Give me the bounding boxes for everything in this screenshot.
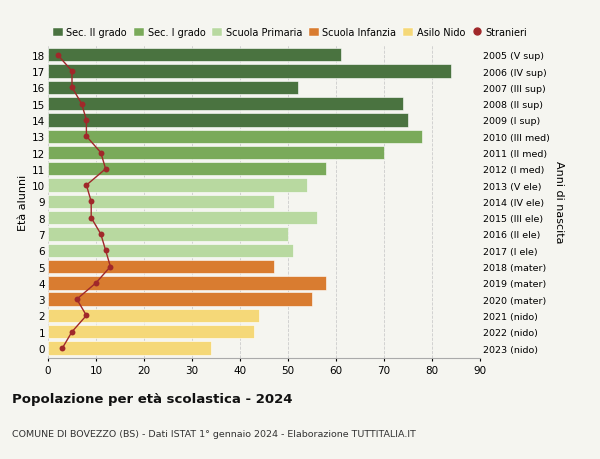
Bar (48, 293, 312, 306)
Point (106, 263, 115, 271)
Point (96, 231, 106, 238)
Point (67, 68, 77, 76)
Bar (48, 277, 326, 290)
Bar (48, 179, 307, 192)
Point (72, 296, 82, 303)
Bar (48, 98, 403, 111)
Point (82, 117, 91, 124)
Bar (48, 309, 259, 322)
Bar (48, 260, 274, 274)
Y-axis label: Anni di nascita: Anni di nascita (554, 161, 563, 243)
Bar (48, 228, 288, 241)
Bar (48, 146, 384, 160)
Point (86, 198, 96, 206)
Bar (48, 49, 341, 62)
Bar (48, 163, 326, 176)
Bar (48, 244, 293, 257)
Bar (48, 82, 298, 95)
Point (86, 214, 96, 222)
Point (91, 280, 101, 287)
Point (58, 345, 67, 352)
Point (82, 133, 91, 140)
Legend: Sec. II grado, Sec. I grado, Scuola Primaria, Scuola Infanzia, Asilo Nido, Stran: Sec. II grado, Sec. I grado, Scuola Prim… (53, 28, 527, 38)
Point (67, 84, 77, 92)
Point (101, 247, 110, 254)
Point (67, 328, 77, 336)
Point (101, 166, 110, 173)
Point (53, 52, 62, 59)
Bar (48, 130, 422, 144)
Bar (48, 114, 408, 127)
Bar (48, 65, 451, 78)
Bar (48, 341, 211, 355)
Text: Popolazione per età scolastica - 2024: Popolazione per età scolastica - 2024 (12, 392, 293, 405)
Point (77, 101, 86, 108)
Point (96, 150, 106, 157)
Y-axis label: Età alunni: Età alunni (18, 174, 28, 230)
Point (82, 312, 91, 319)
Bar (48, 325, 254, 339)
Point (82, 182, 91, 190)
Bar (48, 195, 274, 209)
Text: COMUNE DI BOVEZZO (BS) - Dati ISTAT 1° gennaio 2024 - Elaborazione TUTTITALIA.IT: COMUNE DI BOVEZZO (BS) - Dati ISTAT 1° g… (12, 429, 416, 438)
Bar (48, 212, 317, 225)
